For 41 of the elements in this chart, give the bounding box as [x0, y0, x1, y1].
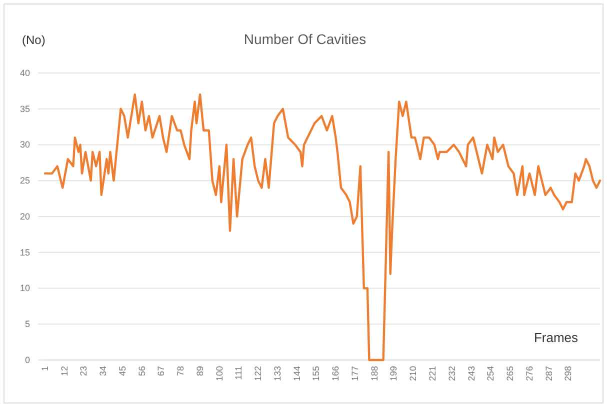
x-tick-label: 45	[117, 366, 128, 376]
x-tick-label: 34	[98, 366, 108, 376]
x-tick-label: 232	[446, 366, 457, 382]
y-tick-label: 15	[20, 247, 30, 258]
x-tick-label: 23	[78, 366, 89, 376]
x-tick-label: 287	[544, 366, 554, 382]
x-tick-label: 177	[350, 366, 360, 382]
y-tick-label: 40	[20, 68, 30, 78]
x-tick-label: 78	[176, 366, 186, 376]
x-tick-label: 111	[234, 366, 244, 380]
x-tick-label: 166	[330, 366, 341, 382]
y-tick-label: 0	[24, 354, 30, 365]
x-tick-label: 100	[214, 366, 224, 382]
x-tick-label: 188	[369, 366, 380, 382]
y-tick-label: 30	[20, 140, 30, 150]
y-tick-label: 5	[24, 319, 30, 330]
x-tick-label: 56	[136, 366, 147, 376]
x-tick-label: 199	[388, 366, 399, 382]
x-tick-label: 254	[486, 366, 496, 382]
y-tick-label: 20	[20, 211, 30, 222]
x-tick-label: 155	[311, 366, 322, 382]
x-tick-label: 210	[408, 366, 418, 382]
x-tick-label: 133	[272, 366, 282, 382]
x-tick-label: 276	[524, 366, 534, 382]
x-tick-label: 265	[505, 366, 516, 382]
x-tick-label: 221	[428, 366, 438, 382]
x-tick-label: 67	[156, 366, 166, 376]
x-tick-label: 122	[253, 366, 264, 382]
y-tick-label: 25	[20, 176, 30, 186]
chart-title: Number Of Cavities	[244, 31, 366, 47]
y-axis-title: (No)	[22, 33, 46, 47]
x-tick-label: 243	[466, 366, 476, 382]
x-tick-label: 144	[292, 366, 302, 382]
x-axis-title: Frames	[534, 330, 578, 345]
x-tick-label: 89	[194, 366, 205, 376]
line-series	[44, 93, 602, 362]
x-tick-label: 1	[40, 366, 50, 372]
y-tick-label: 10	[20, 283, 30, 294]
x-tick-label: 298	[563, 366, 574, 382]
y-tick-label: 35	[20, 104, 30, 114]
x-tick-label: 12	[59, 366, 70, 376]
